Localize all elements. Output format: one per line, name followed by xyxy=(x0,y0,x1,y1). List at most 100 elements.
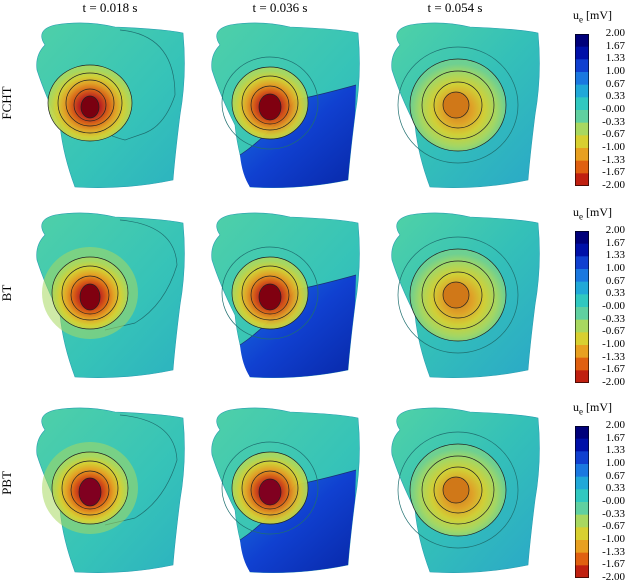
colorbar-row-2: ue [mV] 2.00 1.67 1.33 1.00 0.67 0.33 -0.00 -0.… xyxy=(565,205,630,390)
colorbar-tick-label: 0.67 xyxy=(605,469,625,482)
colorbar-tick-label: 1.00 xyxy=(605,65,625,77)
colorbar-segment xyxy=(575,370,589,383)
row-label-fcht: FCHT xyxy=(0,86,14,120)
colorbar-row-1: ue [mV] 2.00 1.67 1.33 1.00 0.67 0.33 -0.00 -0.… xyxy=(565,8,630,193)
colorbar-tick-label: 1.67 xyxy=(605,236,625,249)
colorbar-segment xyxy=(575,269,589,283)
colorbar-segment xyxy=(575,72,589,86)
colorbar-segment xyxy=(575,59,589,73)
colorbar-tick-label: -1.67 xyxy=(602,166,625,179)
colorbar-title: ue [mV] xyxy=(573,205,612,222)
torso-map-bt-t2 xyxy=(211,212,360,378)
torso-map-pbt-t3 xyxy=(391,407,540,573)
colorbar-tick-label: 0.33 xyxy=(605,482,625,495)
colorbar-tick-label: 2.00 xyxy=(605,224,625,236)
colorbar-tick-label: 1.00 xyxy=(605,457,625,469)
colorbar-border xyxy=(575,34,589,186)
colorbar-segment xyxy=(575,552,589,566)
colorbar-tick-label: 1.33 xyxy=(605,444,625,457)
colorbar-tick-label: 2.00 xyxy=(605,27,625,39)
colorbar-segment xyxy=(575,514,589,528)
colorbar-tick-label: -0.33 xyxy=(602,312,625,325)
torso-map-bt-t1 xyxy=(36,212,185,378)
column-title-2: t = 0.036 s xyxy=(252,0,308,15)
colorbar-segment xyxy=(575,332,589,346)
colorbar-title: ue [mV] xyxy=(573,8,612,25)
torso-map-fcht-t2 xyxy=(211,22,360,188)
colorbar-tick-label: -1.67 xyxy=(602,363,625,376)
colorbar-segment xyxy=(575,231,589,245)
column-title-3: t = 0.054 s xyxy=(427,0,483,15)
colorbar-tick-label: 0.33 xyxy=(605,287,625,300)
colorbar-tick-label: -0.00 xyxy=(602,103,625,115)
colorbar-tick-label: -2.00 xyxy=(602,571,625,583)
colorbar-segment xyxy=(575,135,589,149)
colorbar-border xyxy=(575,231,589,383)
colorbar-segment xyxy=(575,565,589,578)
colorbar-tick-label: -1.00 xyxy=(602,533,625,545)
colorbar-tick-label: 1.33 xyxy=(605,52,625,65)
colorbar-tick-label: -0.33 xyxy=(602,507,625,520)
colorbar-segment xyxy=(575,476,589,490)
colorbar-segment xyxy=(575,84,589,98)
row-label-bt: BT xyxy=(0,284,14,302)
colorbar-tick-label: -1.00 xyxy=(602,338,625,350)
colorbar-tick-label: -1.67 xyxy=(602,558,625,571)
colorbar-segment xyxy=(575,173,589,186)
colorbar-segment xyxy=(575,502,589,516)
colorbar-tick-label: -2.00 xyxy=(602,376,625,388)
colorbar-tick-label: -0.67 xyxy=(602,325,625,338)
colorbar-row-3: ue [mV] 2.00 1.67 1.33 1.00 0.67 0.33 -0.00 -0.… xyxy=(565,400,630,585)
colorbar-segment xyxy=(575,46,589,60)
colorbar-segment xyxy=(575,34,589,48)
torso-map-bt-t3 xyxy=(391,212,540,378)
colorbar-segment xyxy=(575,160,589,174)
colorbar-segment xyxy=(575,110,589,124)
colorbar-segment xyxy=(575,307,589,321)
colorbar-segment xyxy=(575,97,589,111)
colorbar-tick-label: 0.67 xyxy=(605,274,625,287)
colorbar-title: ue [mV] xyxy=(573,400,612,417)
colorbar-tick-label: -0.00 xyxy=(602,495,625,507)
colorbar-segment xyxy=(575,527,589,541)
colorbar-segment xyxy=(575,438,589,452)
colorbar-segment xyxy=(575,148,589,162)
colorbar-segment xyxy=(575,426,589,440)
colorbar-border xyxy=(575,426,589,578)
column-title-1: t = 0.018 s xyxy=(82,0,138,15)
colorbar-segment xyxy=(575,345,589,359)
colorbar-tick-label: -1.00 xyxy=(602,141,625,153)
colorbar-tick-label: -0.67 xyxy=(602,128,625,141)
colorbar-tick-label: -1.33 xyxy=(602,545,625,558)
colorbar-tick-label: -1.33 xyxy=(602,153,625,166)
colorbar-tick-label: 1.67 xyxy=(605,431,625,444)
colorbar-tick-label: 1.00 xyxy=(605,262,625,274)
colorbar-segment xyxy=(575,256,589,270)
row-label-pbt: PBT xyxy=(0,471,14,495)
colorbar-segment xyxy=(575,294,589,308)
colorbar-tick-label: -0.33 xyxy=(602,115,625,128)
colorbar-tick-label: -2.00 xyxy=(602,179,625,191)
torso-map-fcht-t3 xyxy=(391,22,540,188)
colorbar-segment xyxy=(575,464,589,478)
colorbar-tick-label: 1.67 xyxy=(605,39,625,52)
colorbar-tick-label: -1.33 xyxy=(602,350,625,363)
colorbar-tick-label: 1.33 xyxy=(605,249,625,262)
colorbar-segment xyxy=(575,489,589,503)
torso-map-pbt-t1 xyxy=(36,407,185,573)
colorbar-tick-label: 0.67 xyxy=(605,77,625,90)
colorbar-segment xyxy=(575,319,589,333)
colorbar-gradient xyxy=(575,231,589,383)
colorbar-segment xyxy=(575,540,589,554)
torso-map-pbt-t2 xyxy=(211,407,360,573)
torso-map-fcht-t1 xyxy=(36,22,185,188)
colorbar-segment xyxy=(575,357,589,371)
colorbar-tick-label: 2.00 xyxy=(605,419,625,431)
colorbar-tick-label: -0.00 xyxy=(602,300,625,312)
colorbar-gradient xyxy=(575,34,589,186)
colorbar-segment xyxy=(575,451,589,465)
colorbar-gradient xyxy=(575,426,589,578)
colorbar-segment xyxy=(575,243,589,257)
colorbar-tick-label: 0.33 xyxy=(605,90,625,103)
colorbar-segment xyxy=(575,281,589,295)
